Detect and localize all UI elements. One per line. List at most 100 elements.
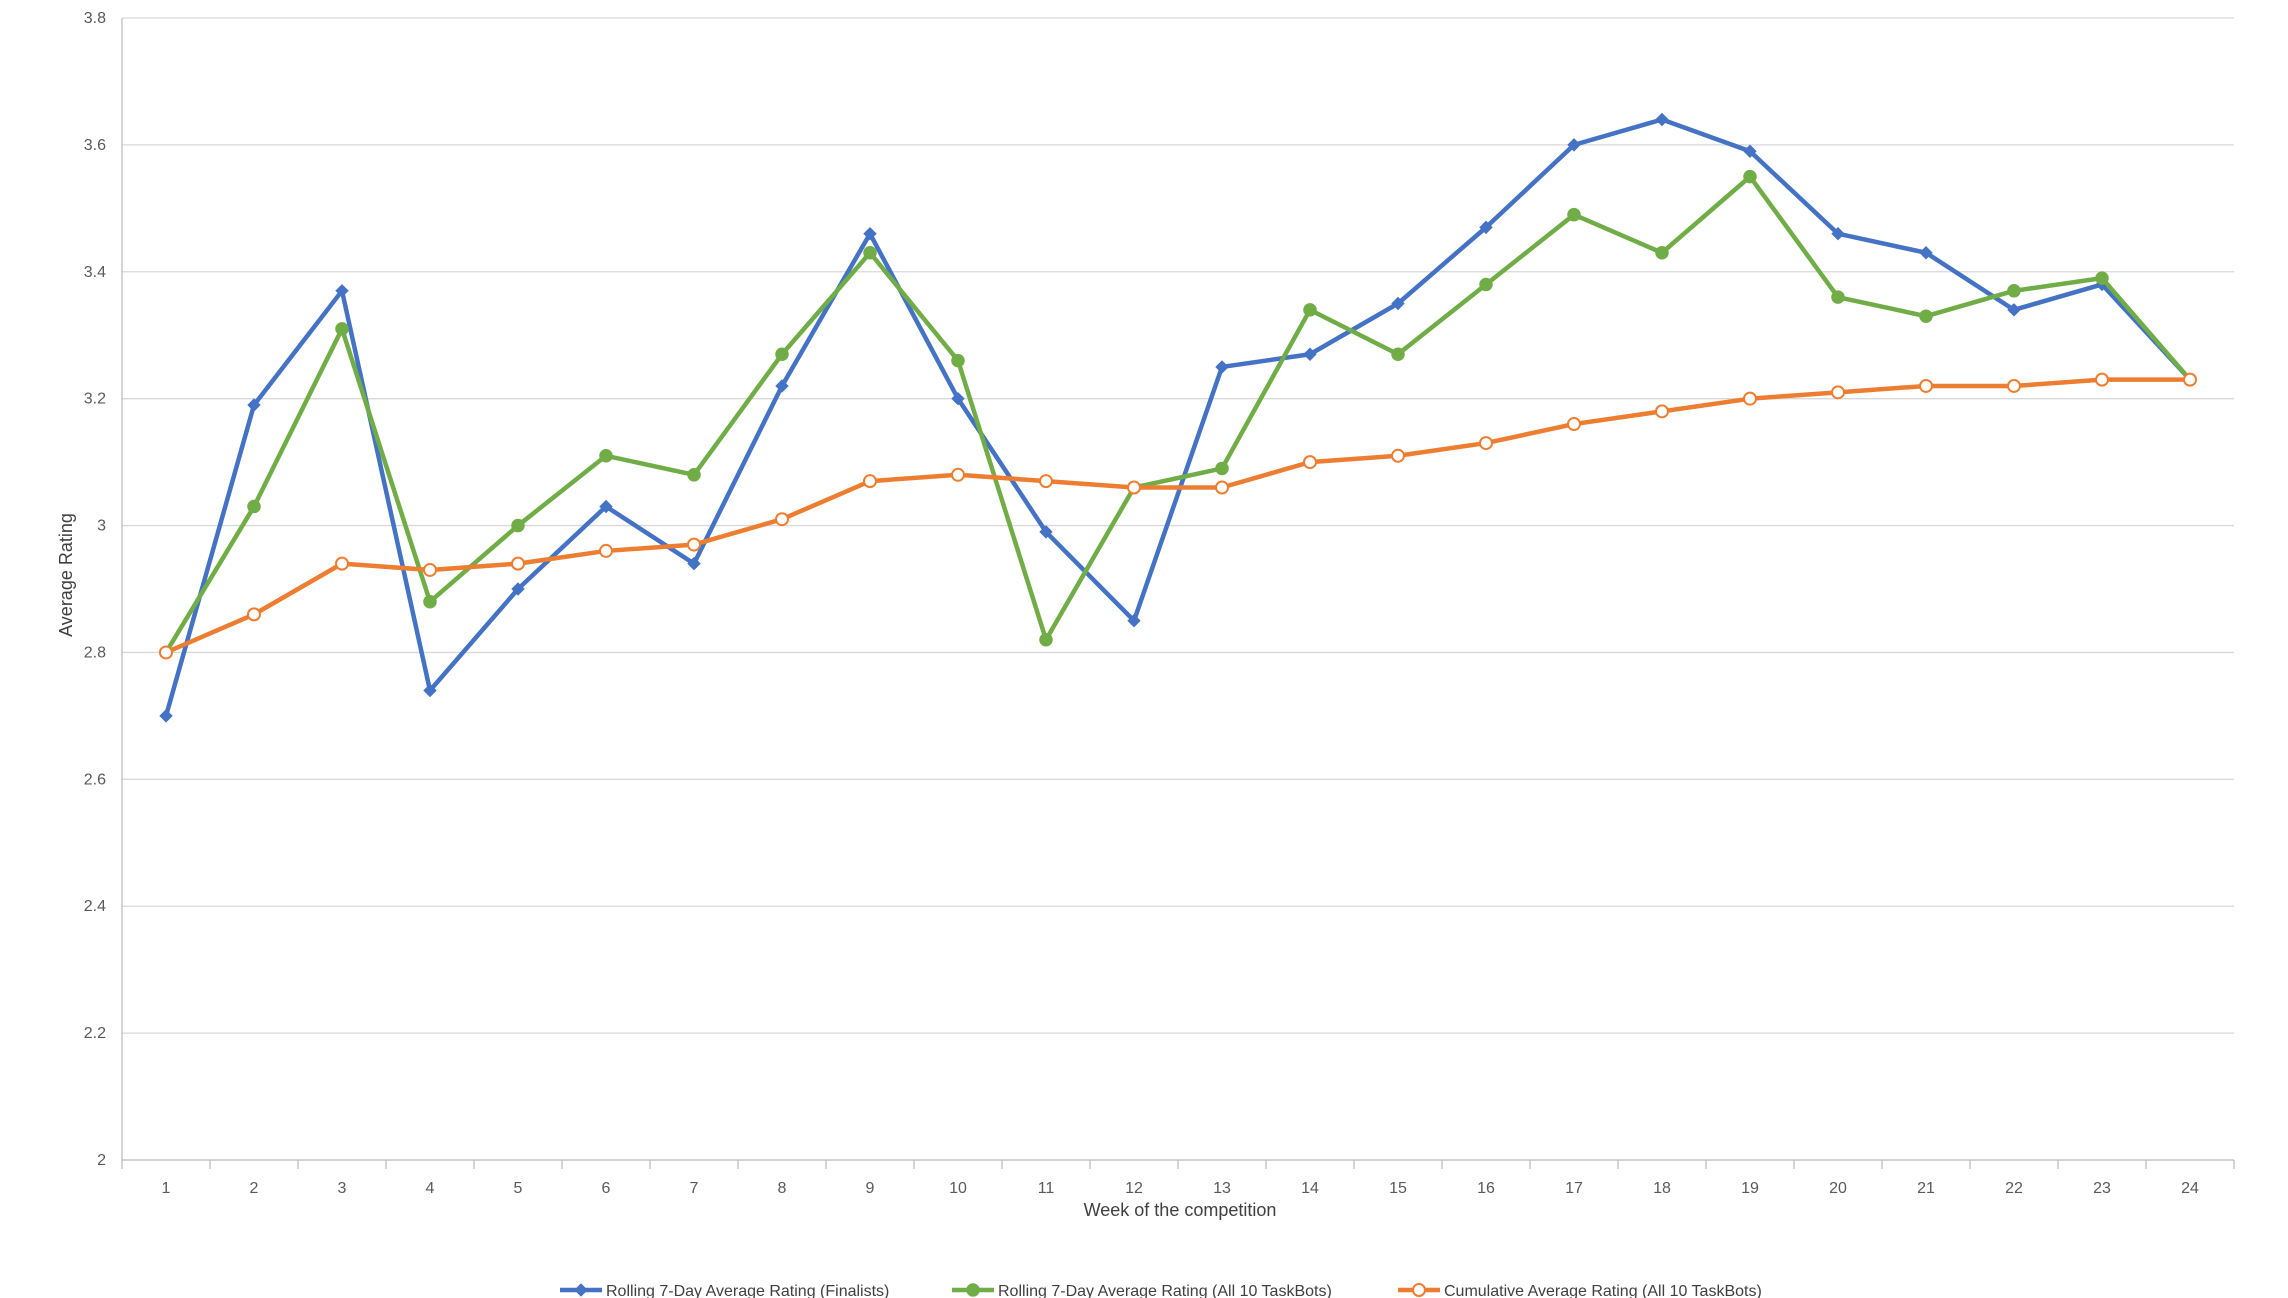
data-point bbox=[775, 379, 789, 393]
data-point bbox=[2007, 378, 2021, 393]
y-tick-label: 2.4 bbox=[84, 898, 106, 915]
data-point bbox=[775, 512, 789, 527]
data-point bbox=[775, 347, 789, 362]
y-tick-label: 3.6 bbox=[84, 137, 106, 154]
x-axis-title: Week of the competition bbox=[1084, 1200, 1277, 1220]
data-point bbox=[423, 562, 437, 577]
legend-label: Rolling 7-Day Average Rating (Finalists) bbox=[606, 1283, 889, 1298]
data-point bbox=[863, 227, 877, 241]
legend-item: Rolling 7-Day Average Rating (Finalists) bbox=[560, 1283, 889, 1298]
y-tick-label: 3.2 bbox=[84, 391, 106, 408]
data-point bbox=[1479, 220, 1493, 235]
data-point bbox=[1567, 207, 1581, 222]
x-tick-label: 9 bbox=[866, 1180, 875, 1197]
x-tick-label: 17 bbox=[1565, 1180, 1583, 1197]
data-point bbox=[159, 709, 173, 723]
data-point bbox=[1655, 245, 1669, 260]
data-point bbox=[1831, 290, 1845, 304]
y-tick-label: 3.4 bbox=[84, 264, 106, 281]
data-point bbox=[599, 543, 613, 558]
data-point bbox=[951, 353, 965, 368]
data-point bbox=[511, 518, 525, 533]
data-point bbox=[1215, 360, 1229, 374]
x-tick-label: 3 bbox=[338, 1180, 347, 1197]
data-point bbox=[2183, 372, 2197, 387]
gridlines bbox=[122, 17, 2234, 1161]
data-point bbox=[511, 582, 525, 596]
x-tick-label: 16 bbox=[1477, 1180, 1495, 1197]
x-tick-label: 6 bbox=[602, 1180, 611, 1197]
series-line bbox=[163, 377, 2193, 655]
x-tick-label: 24 bbox=[2181, 1180, 2199, 1197]
legend-item: Cumulative Average Rating (All 10 TaskBo… bbox=[1398, 1283, 1762, 1298]
data-point bbox=[863, 474, 877, 489]
data-point bbox=[951, 391, 965, 406]
data-point bbox=[1919, 246, 1933, 260]
x-tick-label: 15 bbox=[1389, 1180, 1407, 1197]
data-point bbox=[247, 499, 261, 514]
series-line bbox=[163, 117, 2193, 719]
y-tick-label: 2 bbox=[97, 1152, 106, 1169]
x-tick-label: 1 bbox=[162, 1180, 171, 1197]
axes: 22.22.42.62.833.23.43.63.81 2 3 4 5 6 7 8 9 10 11 1… bbox=[84, 10, 2235, 1197]
data-point bbox=[1479, 436, 1493, 451]
data-point bbox=[1831, 385, 1845, 400]
data-point bbox=[599, 499, 613, 514]
data-point bbox=[1303, 347, 1317, 361]
data-point bbox=[1039, 474, 1053, 489]
x-tick-label: 18 bbox=[1653, 1180, 1671, 1197]
y-tick-label: 3.8 bbox=[84, 10, 106, 27]
series-3 bbox=[159, 372, 2197, 660]
data-point bbox=[687, 556, 701, 571]
data-point bbox=[1743, 391, 1757, 406]
x-tick-label: 5 bbox=[514, 1180, 523, 1197]
y-axis-title: Average Rating bbox=[56, 513, 76, 637]
data-point bbox=[1215, 480, 1229, 495]
data-point bbox=[1919, 309, 1933, 323]
y-tick-label: 3 bbox=[97, 518, 106, 535]
data-point bbox=[1655, 404, 1669, 419]
data-point bbox=[1127, 614, 1141, 628]
data-point bbox=[1039, 633, 1053, 647]
x-tick-label: 14 bbox=[1301, 1180, 1319, 1197]
data-point bbox=[1039, 525, 1053, 539]
data-point bbox=[1567, 417, 1581, 432]
data-point bbox=[1655, 112, 1669, 127]
data-point bbox=[951, 467, 965, 482]
x-tick-label: 19 bbox=[1741, 1180, 1759, 1197]
legend-label: Cumulative Average Rating (All 10 TaskBo… bbox=[1444, 1283, 1762, 1298]
x-tick-label: 4 bbox=[426, 1180, 435, 1197]
data-point bbox=[599, 449, 613, 463]
data-point bbox=[687, 537, 701, 552]
series-lines bbox=[159, 112, 2197, 723]
data-point bbox=[1567, 138, 1581, 152]
data-point bbox=[1391, 296, 1405, 311]
data-point bbox=[1215, 461, 1229, 476]
data-point bbox=[2007, 284, 2021, 298]
x-tick-label: 7 bbox=[690, 1180, 699, 1197]
legend: Rolling 7-Day Average Rating (Finalists)… bbox=[560, 1283, 1762, 1298]
data-point bbox=[1743, 144, 1757, 158]
data-point bbox=[247, 398, 261, 412]
data-point bbox=[159, 645, 173, 660]
data-point bbox=[1127, 480, 1141, 495]
x-tick-label: 10 bbox=[949, 1180, 967, 1197]
series-line bbox=[163, 174, 2193, 655]
legend-marker bbox=[1412, 1283, 1426, 1297]
data-point bbox=[2007, 303, 2021, 317]
x-tick-label: 11 bbox=[1038, 1180, 1055, 1197]
legend-marker bbox=[574, 1283, 588, 1297]
data-point bbox=[863, 245, 877, 260]
y-tick-label: 2.8 bbox=[84, 644, 106, 661]
x-tick-label: 8 bbox=[778, 1180, 787, 1197]
data-point bbox=[1831, 227, 1845, 241]
axis-labels: Average Rating Week of the competition bbox=[56, 513, 1276, 1220]
data-point bbox=[1743, 169, 1757, 184]
y-tick-label: 2.6 bbox=[84, 771, 106, 788]
data-point bbox=[1303, 303, 1317, 317]
legend-item: Rolling 7-Day Average Rating (All 10 Tas… bbox=[952, 1283, 1332, 1298]
series-1 bbox=[159, 112, 2197, 723]
x-tick-label: 12 bbox=[1125, 1180, 1143, 1197]
